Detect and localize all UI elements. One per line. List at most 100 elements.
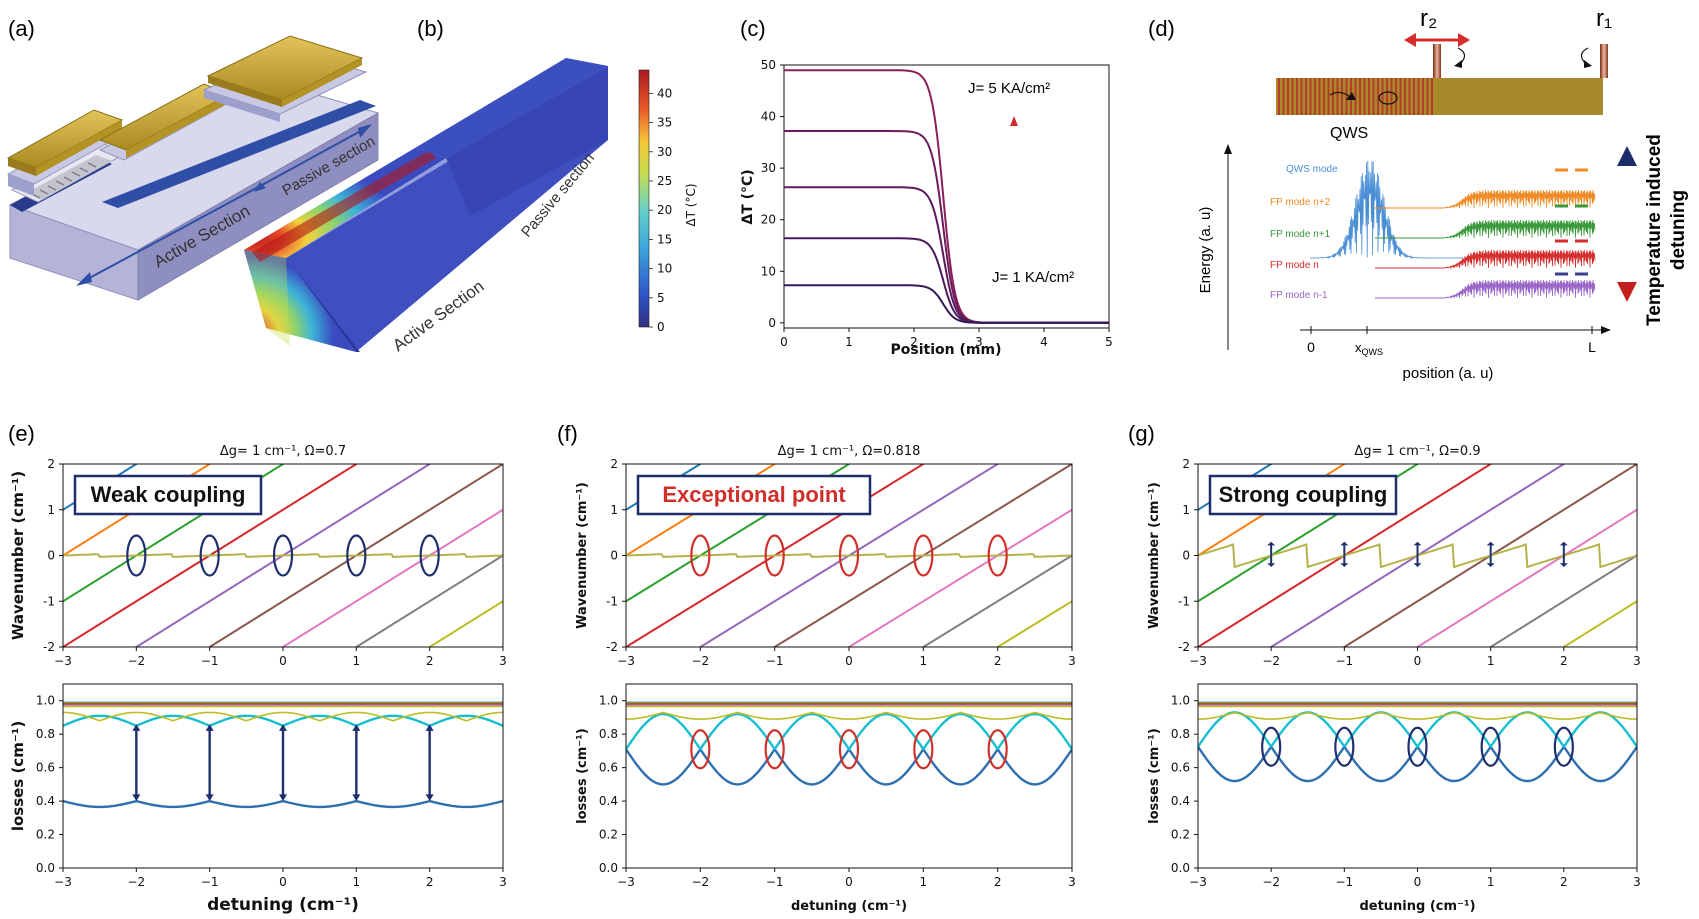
ytick-label: -1: [606, 594, 618, 608]
xlabel-e: detuning (cm⁻¹): [207, 895, 359, 915]
gap-arrow-head: [1267, 563, 1276, 567]
secondary-loss-branch: [1198, 711, 1637, 720]
grating-line: [1314, 78, 1316, 115]
flat-mode-line: [626, 553, 1072, 558]
wavenumber-line: [354, 554, 503, 647]
ytick-label: 0.8: [1171, 727, 1190, 741]
xtick-label: −2: [691, 875, 709, 889]
xtick-label: 3: [1633, 875, 1641, 889]
xtick-label: −2: [691, 654, 709, 668]
loss-branch-1: [1198, 711, 1637, 749]
arrow-head: [279, 794, 287, 802]
mode-label-2: FP mode n+1: [1270, 229, 1331, 240]
ylabel-bottom-f: losses (cm⁻¹): [575, 728, 590, 824]
panel-letter-g: (g): [1128, 421, 1155, 446]
wavenumber-lines-e: [63, 464, 503, 647]
coupling-box-e: [73, 474, 263, 516]
loss-crossing-marker: [987, 729, 1008, 770]
colorbar-tick-label: 5: [657, 291, 665, 305]
colorbar-tick-label: 40: [657, 86, 672, 100]
xtick-label: 0: [845, 875, 853, 889]
colorbar-tick-label: 15: [657, 232, 672, 246]
xtick-label: 2: [1560, 875, 1568, 889]
arrow-head: [205, 724, 214, 731]
grating-line: [1323, 78, 1325, 115]
gap-arrow-head: [1340, 541, 1349, 546]
ytick-label: -2: [43, 640, 55, 654]
crossing-marker: [913, 534, 934, 577]
colorbar-tick-label: 35: [657, 116, 672, 130]
xtick-label: 2: [426, 875, 434, 889]
wavenumber-line: [1198, 464, 1493, 647]
mode-level-markers: [1555, 168, 1588, 276]
qws-label: QWS: [1330, 125, 1368, 142]
ytick-label: 1.0: [599, 694, 618, 708]
xlabel-f: detuning (cm⁻¹): [791, 899, 907, 914]
panel-f: -2 -1 0 1 2 −3 −2 −1 0 1 2 3 Δg= 1 cm⁻¹, Ω=0.818 Wave…: [575, 444, 1076, 914]
arrow-head: [425, 794, 434, 802]
ytick-label: 2: [1182, 457, 1190, 471]
cavity-bar: [1276, 78, 1603, 115]
coupling-label-e: Weak coupling: [91, 482, 246, 507]
gap-arrow-head: [1413, 563, 1422, 567]
xtick-label: 3: [1633, 654, 1641, 668]
grating-line: [1341, 78, 1343, 115]
xtick-label: −2: [127, 654, 145, 668]
mode-schematic: r₂ r₁ QWS 0 xQWS L position (a. u) Energ…: [1197, 5, 1689, 382]
ytick-label: 1.0: [1171, 694, 1190, 708]
c-ytick-label: 30: [761, 161, 776, 175]
grating-line: [1399, 78, 1402, 115]
mode-label-4: FP mode n-1: [1270, 290, 1328, 301]
axes-bottom-f: [625, 683, 1073, 869]
crossing-marker: [690, 534, 711, 577]
wavenumber-line: [207, 464, 503, 647]
arrow-head: [205, 794, 214, 802]
xtick-label: −1: [766, 875, 784, 889]
fp-mode-trace-3: [1444, 249, 1596, 270]
c-xtick-label: 4: [1040, 335, 1048, 349]
xtick-label: −3: [1189, 875, 1207, 889]
temperature-detuning-label-line2: detuning: [1668, 190, 1689, 270]
xtick-label: 1: [353, 654, 361, 668]
grating-line: [1291, 78, 1294, 115]
loss-crossing-marker: [838, 729, 860, 770]
xtick-label: −1: [1335, 654, 1353, 668]
ytick-label: 0.8: [36, 727, 55, 741]
grating-line: [1386, 78, 1388, 115]
ytick-label: 0.6: [36, 761, 55, 775]
ylabel-top-f: Wavenumber (cm⁻¹): [575, 482, 590, 629]
ytick-label: 0.2: [1171, 828, 1190, 842]
ytick-label: 2: [610, 457, 618, 471]
xtick-label: −3: [617, 875, 635, 889]
xtick-label: 1: [1487, 654, 1495, 668]
losses-lines-g: [1198, 701, 1637, 783]
loss-crossing-marker: [1553, 726, 1574, 767]
c-xtick-label: 2: [910, 335, 918, 349]
grating-line: [1426, 78, 1429, 115]
fp-mode-trace-1: [1444, 189, 1596, 210]
crossing-marker: [346, 534, 367, 577]
grating-line: [1278, 78, 1280, 115]
crossing-marker: [419, 534, 440, 577]
c-series-line-4: [784, 284, 1109, 324]
wavenumber-line: [1488, 554, 1637, 647]
panel-letter-b: (b): [417, 16, 444, 41]
wavenumber-line: [772, 464, 1072, 647]
loss-crossing-marker: [690, 729, 711, 770]
qws-mode-trace: [1310, 160, 1468, 259]
gap-arrow-head: [1486, 541, 1495, 546]
loss-branch-0: [626, 746, 1072, 786]
panel-letter-e: (e): [8, 421, 35, 446]
fp-mode-trace-2: [1444, 219, 1596, 240]
xtick-label: 0: [279, 654, 287, 668]
c-ytick-label: 0: [768, 316, 776, 330]
loss-crossing-marker: [764, 729, 785, 770]
ylabel-top-g: Wavenumber (cm⁻¹): [1147, 482, 1162, 629]
ytick-label: 0.0: [599, 861, 618, 875]
grating-line: [1372, 78, 1375, 115]
coupling-box-g: [1208, 474, 1398, 516]
loss-crossing-marker: [1334, 726, 1355, 767]
crossing-marker: [838, 534, 860, 577]
